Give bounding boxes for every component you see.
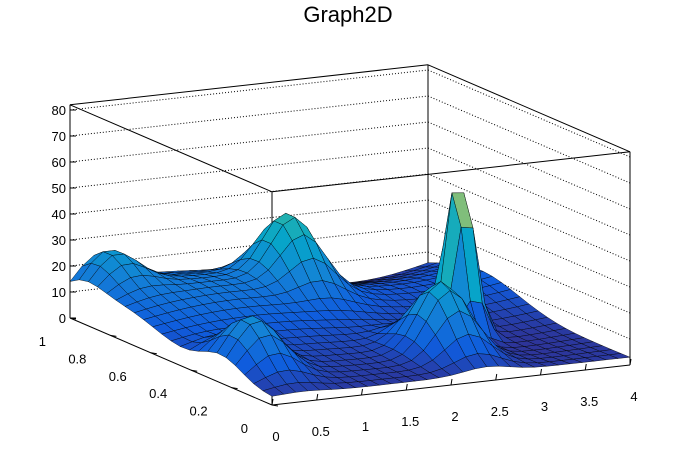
- x-tick-label: 3.5: [580, 394, 598, 409]
- frame-top-front: [271, 151, 631, 193]
- gridline-back: [69, 173, 429, 215]
- z-tick-label: 10: [52, 285, 66, 300]
- y-tick: [110, 334, 117, 337]
- x-tick: [540, 368, 542, 376]
- y-tick-label: 0: [241, 421, 248, 436]
- x-tick-label: 0.5: [312, 424, 330, 439]
- y-tick-label: 0.6: [109, 369, 127, 384]
- z-tick-label: 40: [52, 207, 66, 222]
- gridline-right: [427, 173, 631, 262]
- z-tick-label: 70: [52, 129, 66, 144]
- z-tick-label: 50: [52, 181, 66, 196]
- gridline-right: [427, 69, 631, 158]
- x-tick: [450, 378, 453, 386]
- x-tick-label: 1: [362, 419, 369, 434]
- x-tick: [629, 358, 632, 366]
- frame-top-back: [69, 64, 429, 106]
- frame-top-right: [427, 64, 631, 153]
- x-tick-label: 1.5: [401, 414, 419, 429]
- x-tick: [495, 373, 498, 381]
- z-tick-label: 60: [52, 155, 66, 170]
- y-tick: [69, 317, 77, 320]
- z-tick-label: 30: [52, 233, 66, 248]
- chart-title: Graph2D: [303, 2, 393, 27]
- y-tick-label: 0.4: [149, 386, 167, 401]
- x-tick: [316, 393, 319, 401]
- x-tick-label: 2.5: [491, 404, 509, 419]
- y-tick-label: 1: [39, 334, 46, 349]
- y-tick: [150, 352, 157, 355]
- surface-cell: [262, 387, 285, 397]
- z-tick-label: 80: [52, 103, 66, 118]
- y-tick-label: 0.8: [68, 351, 86, 366]
- gridline-right: [427, 121, 631, 210]
- axis-y: [69, 317, 273, 406]
- y-tick: [231, 387, 238, 390]
- y-tick: [271, 404, 279, 407]
- gridline-right: [427, 147, 631, 236]
- z-tick-label: 0: [59, 311, 66, 326]
- gridline-back: [69, 147, 429, 189]
- gridline-back: [69, 69, 429, 111]
- gridline-back: [69, 121, 429, 163]
- x-tick: [584, 363, 587, 371]
- frame-top-left: [69, 104, 273, 193]
- gridline-back: [69, 199, 429, 241]
- x-tick-label: 3: [541, 399, 548, 414]
- x-tick: [361, 388, 363, 396]
- x-tick: [271, 398, 274, 406]
- x-tick-label: 0: [272, 429, 279, 444]
- y-tick: [191, 369, 198, 372]
- gridline-back: [69, 95, 429, 137]
- x-tick-label: 4: [630, 389, 637, 404]
- y-tick-label: 0.2: [190, 404, 208, 419]
- x-tick-label: 2: [451, 409, 458, 424]
- surface-mesh: [69, 192, 631, 397]
- z-tick-label: 20: [52, 259, 66, 274]
- gridline-right: [427, 95, 631, 184]
- x-tick: [405, 383, 408, 391]
